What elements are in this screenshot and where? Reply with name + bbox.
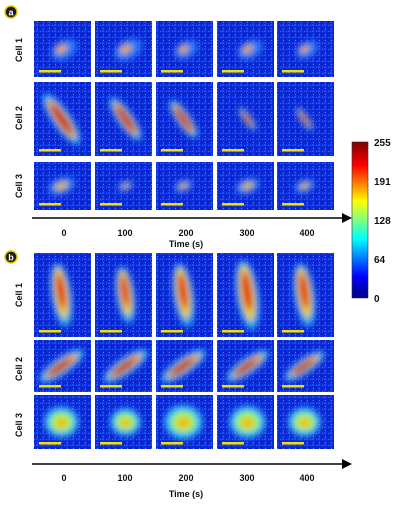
colorbar-tick-191: 191 [374,177,391,188]
panel-a-axis-arrowhead [342,213,352,223]
panel-b-micrograph-r2-c4 [217,340,274,392]
panel-b-row-label-cell-3: Cell 3 [14,413,24,437]
panel-a-micrograph-r1-c4 [217,21,274,77]
panel-a-tick-100: 100 [117,228,132,238]
scale-bar [100,203,122,206]
panel-a-row-label-cell-3: Cell 3 [14,174,24,198]
scale-bar [282,70,304,73]
panel-b-row-label-cell-1: Cell 1 [14,283,24,307]
panel-a-tick-200: 200 [178,228,193,238]
panel-b-micrograph-r3-c3 [156,395,213,449]
panel-a-micrograph-r1-c3 [156,21,213,77]
scale-bar [222,385,244,388]
scale-bar [161,70,183,73]
scale-bar [39,385,61,388]
panel-a-tick-0: 0 [61,228,66,238]
panel-b-micrograph-r3-c4 [217,395,274,449]
panel-a-micrograph-r2-c5 [277,82,334,156]
panel-b-badge: b [4,250,18,264]
scale-bar [282,385,304,388]
panel-a-micrograph-r2-c2 [95,82,152,156]
scale-bar [39,149,61,152]
panel-b-micrograph-r1-c4 [217,253,274,337]
panel-a-micrograph-r1-c1 [34,21,91,77]
panel-b-micrograph-r2-c5 [277,340,334,392]
panel-a-micrograph-r3-c3 [156,162,213,210]
scale-bar [161,385,183,388]
panel-b-micrograph-r2-c2 [95,340,152,392]
colorbar-gradient [351,141,369,299]
colorbar-tick-255: 255 [374,138,391,149]
panel-a-time-axis: 0 100 200 300 400 Time (s) [32,213,352,249]
scale-bar [282,149,304,152]
panel-a-image-grid [34,21,334,210]
scale-bar [39,442,61,445]
scale-bar [100,442,122,445]
panel-b-axis-arrowhead [342,459,352,469]
panel-b-micrograph-r1-c5 [277,253,334,337]
panel-b-micrograph-r1-c1 [34,253,91,337]
panel-b-micrograph-r2-c3 [156,340,213,392]
panel-b-tick-100: 100 [117,473,132,483]
scale-bar [222,70,244,73]
panel-b-micrograph-r1-c2 [95,253,152,337]
panel-b-tick-300: 300 [239,473,254,483]
panel-a-micrograph-r2-c1 [34,82,91,156]
panel-a: a Cell 1 Cell 2 Cell 3 0 100 200 300 400… [4,5,352,249]
scale-bar [100,330,122,333]
scale-bar [39,70,61,73]
panel-b-axis-title: Time (s) [169,489,203,499]
panel-b-label: b [8,253,14,263]
scale-bar [222,442,244,445]
scale-bar [39,330,61,333]
panel-b-tick-0: 0 [61,473,66,483]
panel-a-tick-300: 300 [239,228,254,238]
scale-bar [222,203,244,206]
panel-b-tick-200: 200 [178,473,193,483]
scale-bar [161,442,183,445]
colorbar-tick-64: 64 [374,255,386,266]
panel-a-row-label-cell-2: Cell 2 [14,106,24,130]
panel-b-micrograph-r3-c1 [34,395,91,449]
scale-bar [161,149,183,152]
panel-a-micrograph-r3-c1 [34,162,91,210]
panel-b: b Cell 1 Cell 2 Cell 3 0 100 200 300 400… [4,250,352,499]
scale-bar [222,149,244,152]
scale-bar [100,149,122,152]
scale-bar [100,70,122,73]
colorbar-tick-0: 0 [374,294,380,305]
panel-a-axis-title: Time (s) [169,239,203,249]
scale-bar [282,330,304,333]
panel-b-micrograph-r3-c2 [95,395,152,449]
scale-bar [282,442,304,445]
scale-bar [161,203,183,206]
panel-b-time-axis: 0 100 200 300 400 Time (s) [32,459,352,499]
panel-a-micrograph-r1-c5 [277,21,334,77]
scale-bar [39,203,61,206]
panel-a-micrograph-r1-c2 [95,21,152,77]
panel-a-tick-400: 400 [299,228,314,238]
panel-a-micrograph-r3-c4 [217,162,274,210]
panel-a-badge: a [4,5,18,19]
panel-b-micrograph-r3-c5 [277,395,334,449]
scale-bar [100,385,122,388]
colorbar: 255 191 128 64 0 [351,138,391,305]
panel-a-micrograph-r2-c4 [217,82,274,156]
panel-b-micrograph-r2-c1 [34,340,91,392]
panel-a-row-label-cell-1: Cell 1 [14,38,24,62]
panel-a-label: a [8,8,14,18]
panel-b-micrograph-r1-c3 [156,253,213,337]
panel-a-micrograph-r2-c3 [156,82,213,156]
panel-b-tick-400: 400 [299,473,314,483]
panel-a-micrograph-r3-c2 [95,162,152,210]
scale-bar [282,203,304,206]
scale-bar [222,330,244,333]
panel-b-image-grid [34,253,334,449]
scale-bar [161,330,183,333]
colorbar-tick-128: 128 [374,216,391,227]
panel-b-row-label-cell-2: Cell 2 [14,357,24,381]
panel-a-micrograph-r3-c5 [277,162,334,210]
